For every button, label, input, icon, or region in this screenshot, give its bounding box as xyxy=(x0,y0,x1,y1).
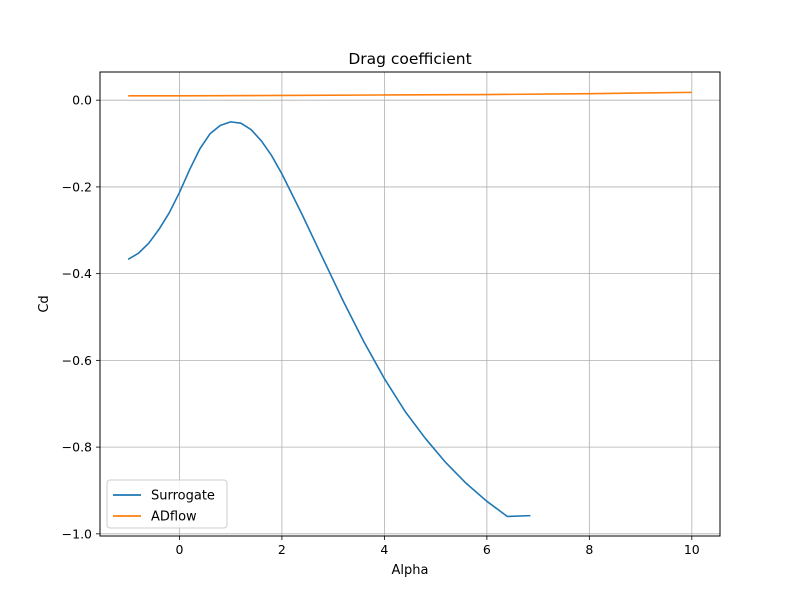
y-tick-label: −1.0 xyxy=(62,526,92,541)
x-tick-label: 6 xyxy=(483,542,491,557)
ticks: 0 2 4 6 8 10 0.0 −0.2 −0.4 −0.6 −0.8 −1.0 xyxy=(62,93,700,557)
y-tick-label: −0.8 xyxy=(62,440,92,455)
x-axis-label: Alpha xyxy=(392,563,429,578)
x-tick-label: 0 xyxy=(175,542,183,557)
y-tick-label: −0.2 xyxy=(62,179,92,194)
grid xyxy=(100,72,720,536)
y-tick-label: −0.6 xyxy=(62,353,92,368)
plot-frame xyxy=(99,71,721,537)
x-tick-label: 2 xyxy=(278,542,286,557)
x-tick-label: 4 xyxy=(380,542,388,557)
series-line-surrogate xyxy=(127,121,531,518)
legend-label: Surrogate xyxy=(151,489,215,504)
series-layer xyxy=(127,91,692,518)
x-tick-label: 10 xyxy=(684,542,700,557)
y-tick-label: −0.4 xyxy=(62,266,92,281)
legend: Surrogate ADflow xyxy=(106,479,228,529)
chart-title: Drag coefficient xyxy=(348,50,471,68)
y-axis-label: Cd xyxy=(37,295,52,312)
y-tick-label: 0.0 xyxy=(72,93,92,108)
legend-label: ADflow xyxy=(151,510,197,525)
series-line-adflow xyxy=(128,91,692,97)
x-tick-label: 8 xyxy=(585,542,593,557)
